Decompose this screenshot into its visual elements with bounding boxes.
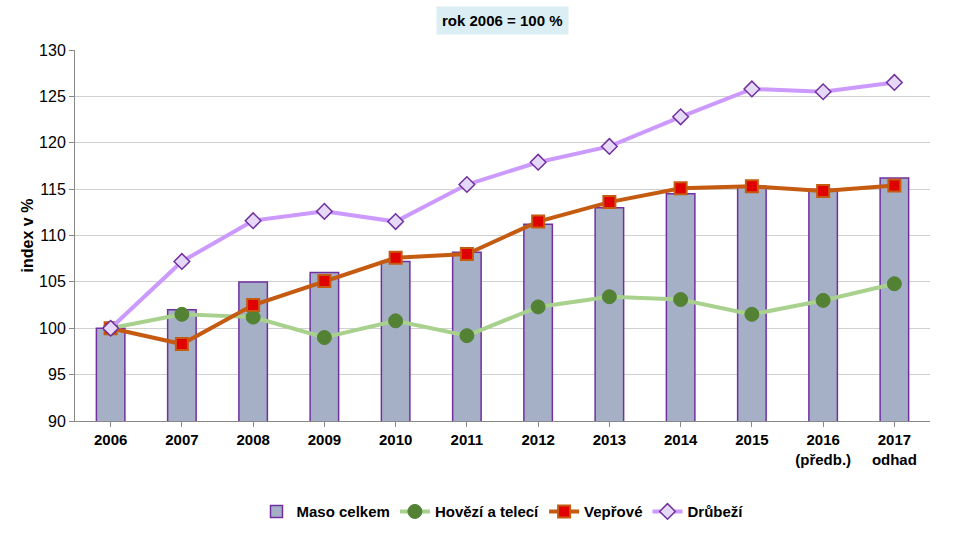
svg-text:2006: 2006 bbox=[94, 431, 127, 448]
svg-text:index v %: index v % bbox=[19, 199, 36, 273]
svg-text:2015: 2015 bbox=[735, 431, 768, 448]
svg-text:2010: 2010 bbox=[379, 431, 412, 448]
svg-text:rok 2006 = 100 %: rok 2006 = 100 % bbox=[442, 12, 563, 29]
svg-text:2007: 2007 bbox=[165, 431, 198, 448]
svg-text:2013: 2013 bbox=[593, 431, 626, 448]
svg-text:120: 120 bbox=[39, 134, 66, 151]
svg-text:Drůbeží: Drůbeží bbox=[687, 503, 743, 520]
svg-text:125: 125 bbox=[39, 88, 66, 105]
svg-text:2009: 2009 bbox=[308, 431, 341, 448]
svg-text:2014: 2014 bbox=[664, 431, 698, 448]
svg-text:115: 115 bbox=[40, 181, 66, 198]
svg-text:130: 130 bbox=[39, 42, 66, 59]
svg-text:110: 110 bbox=[40, 227, 66, 244]
svg-text:2011: 2011 bbox=[451, 431, 484, 448]
svg-text:100: 100 bbox=[39, 320, 66, 337]
svg-text:90: 90 bbox=[48, 413, 66, 430]
svg-text:2017odhad: 2017odhad bbox=[872, 431, 917, 468]
svg-text:2008: 2008 bbox=[236, 431, 269, 448]
svg-text:Hovězí a telecí: Hovězí a telecí bbox=[435, 503, 539, 520]
svg-text:2016(předb.): 2016(předb.) bbox=[795, 431, 851, 468]
svg-text:Maso celkem: Maso celkem bbox=[297, 503, 390, 520]
svg-text:Vepřové: Vepřové bbox=[584, 503, 642, 520]
svg-text:2012: 2012 bbox=[521, 431, 554, 448]
svg-text:105: 105 bbox=[39, 273, 66, 290]
svg-text:95: 95 bbox=[48, 366, 66, 383]
